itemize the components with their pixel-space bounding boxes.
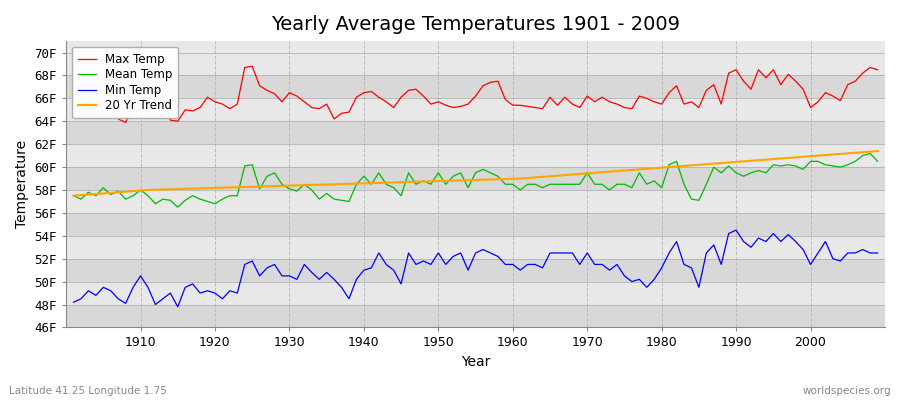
Min Temp xyxy=(731,228,742,232)
20 Yr Trend xyxy=(872,149,883,154)
Bar xyxy=(66,282,885,304)
Bar xyxy=(66,213,885,236)
Title: Yearly Average Temperatures 1901 - 2009: Yearly Average Temperatures 1901 - 2009 xyxy=(271,15,680,34)
20 Yr Trend xyxy=(68,193,79,198)
Max Temp xyxy=(522,104,533,109)
Mean Temp xyxy=(872,159,883,164)
20 Yr Trend xyxy=(292,183,302,188)
Bar xyxy=(66,121,885,144)
Bar xyxy=(66,236,885,259)
Min Temp xyxy=(68,300,79,305)
Min Temp xyxy=(128,285,139,290)
X-axis label: Year: Year xyxy=(461,355,491,369)
Max Temp xyxy=(68,104,79,109)
Bar xyxy=(66,76,885,98)
Max Temp xyxy=(306,105,317,110)
Min Temp xyxy=(344,296,355,301)
20 Yr Trend xyxy=(500,176,510,181)
Bar xyxy=(66,144,885,167)
Bar xyxy=(66,304,885,328)
Mean Temp xyxy=(344,199,355,204)
Min Temp xyxy=(515,268,526,272)
Max Temp xyxy=(872,67,883,72)
Mean Temp xyxy=(508,182,518,187)
Line: Mean Temp: Mean Temp xyxy=(74,153,878,207)
Mean Temp xyxy=(128,193,139,198)
Legend: Max Temp, Mean Temp, Min Temp, 20 Yr Trend: Max Temp, Mean Temp, Min Temp, 20 Yr Tre… xyxy=(72,47,178,118)
Bar xyxy=(66,259,885,282)
20 Yr Trend xyxy=(597,170,608,175)
Min Temp xyxy=(872,250,883,255)
Mean Temp xyxy=(68,193,79,198)
20 Yr Trend xyxy=(128,189,139,194)
Line: Max Temp: Max Temp xyxy=(74,66,878,122)
Mean Temp xyxy=(865,151,876,156)
Y-axis label: Temperature: Temperature xyxy=(15,140,29,228)
Text: Latitude 41.25 Longitude 1.75: Latitude 41.25 Longitude 1.75 xyxy=(9,386,166,396)
Max Temp xyxy=(515,103,526,108)
Line: 20 Yr Trend: 20 Yr Trend xyxy=(74,151,878,196)
Min Temp xyxy=(508,262,518,267)
Max Temp xyxy=(351,95,362,100)
Max Temp xyxy=(247,64,257,69)
Max Temp xyxy=(121,120,131,125)
Min Temp xyxy=(173,304,184,309)
Text: worldspecies.org: worldspecies.org xyxy=(803,386,891,396)
Bar xyxy=(66,190,885,213)
20 Yr Trend xyxy=(336,182,346,186)
Bar xyxy=(66,98,885,121)
20 Yr Trend xyxy=(508,176,518,181)
Mean Temp xyxy=(604,188,615,192)
Mean Temp xyxy=(515,188,526,192)
Min Temp xyxy=(299,262,310,267)
Mean Temp xyxy=(173,205,184,210)
Bar xyxy=(66,167,885,190)
Max Temp xyxy=(135,83,146,88)
Line: Min Temp: Min Temp xyxy=(74,230,878,307)
Max Temp xyxy=(612,102,623,106)
Bar xyxy=(66,52,885,76)
Mean Temp xyxy=(299,182,310,187)
Min Temp xyxy=(604,268,615,272)
